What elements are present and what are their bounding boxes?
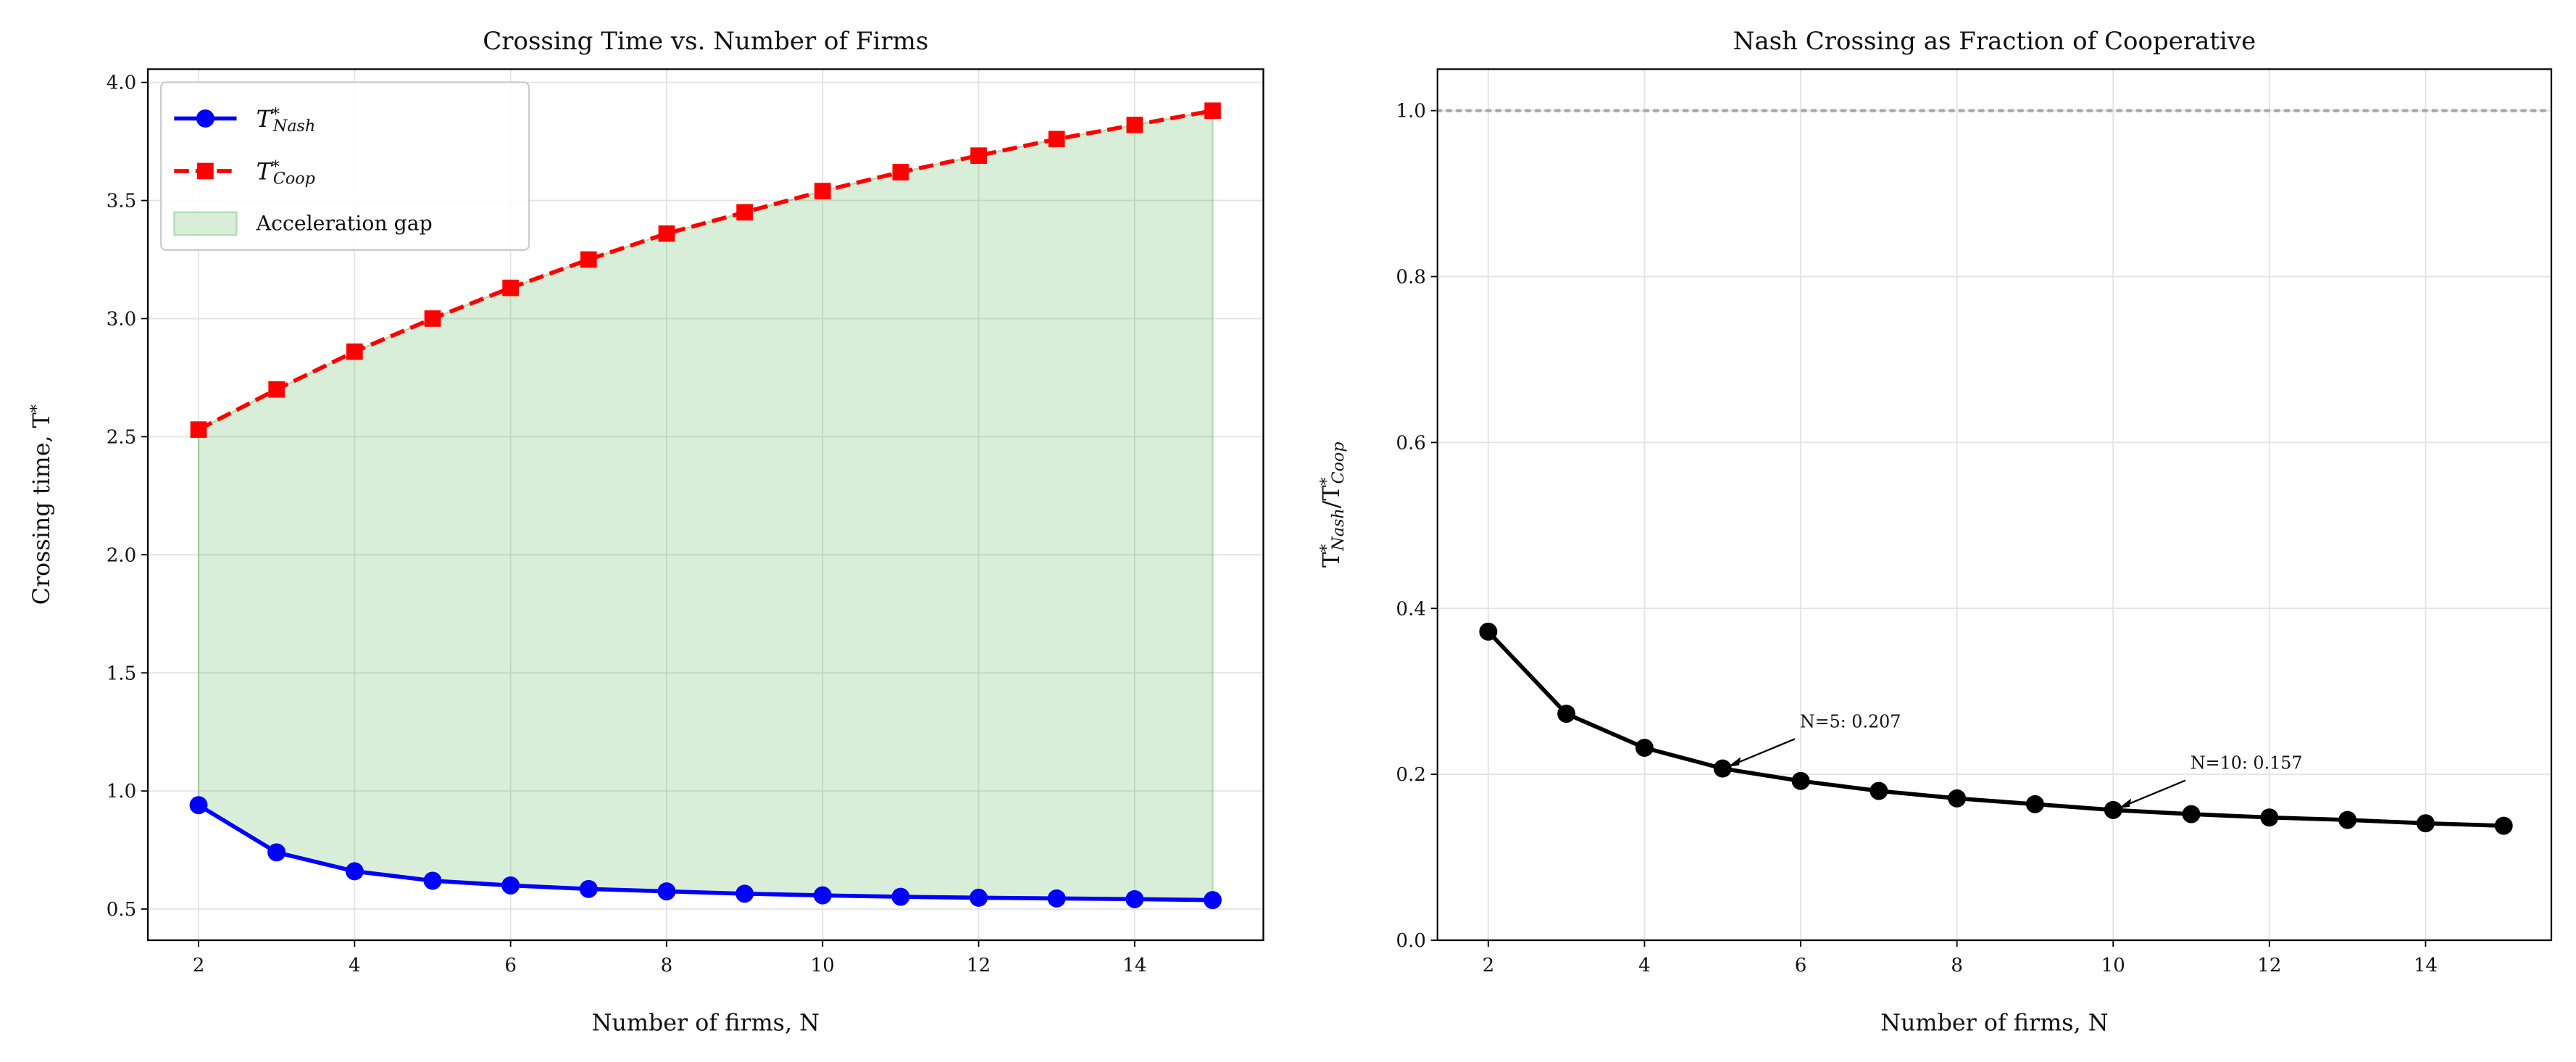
y-tick-label: 3.5 <box>107 191 136 212</box>
marker <box>658 225 675 242</box>
y-tick-label: 0.8 <box>1396 267 1425 289</box>
marker <box>1126 116 1143 133</box>
legend-box <box>160 81 530 251</box>
marker <box>2260 808 2279 827</box>
marker <box>892 164 909 181</box>
y-tick-label: 2.0 <box>107 544 136 566</box>
marker <box>1635 739 1654 758</box>
x-tick-label: 2 <box>193 955 205 976</box>
marker <box>1870 781 1888 800</box>
x-tick-label: 12 <box>967 955 991 976</box>
marker <box>1713 759 1732 778</box>
marker <box>1125 889 1144 908</box>
marker <box>2025 795 2044 813</box>
marker <box>189 796 208 815</box>
marker <box>1047 889 1066 908</box>
arrow-head <box>2118 798 2132 809</box>
y-tick-label: 3.0 <box>107 309 136 331</box>
marker <box>424 310 441 327</box>
marker <box>2104 800 2122 819</box>
x-axis-label: Number of firms, N <box>1880 1011 2108 1037</box>
marker <box>1557 705 1576 723</box>
y-tick-label: 4.0 <box>107 72 136 94</box>
chart-title: Crossing Time vs. Number of Firms <box>483 27 928 56</box>
x-tick-label: 10 <box>811 955 835 976</box>
marker <box>891 887 910 906</box>
x-tick-label: 8 <box>1951 955 1963 976</box>
y-tick-label: 1.5 <box>107 663 136 684</box>
legend-marker <box>196 109 214 128</box>
legend-label: T* Coop <box>257 157 315 187</box>
series-line <box>197 108 1214 432</box>
annotation: N=10: 0.157 <box>2191 753 2303 773</box>
y-tick-label: 0.4 <box>1396 598 1425 620</box>
x-tick-label: 12 <box>2257 955 2281 976</box>
marker <box>1948 789 1967 808</box>
x-tick-label: 14 <box>1122 955 1146 976</box>
marker <box>345 862 364 881</box>
series-line <box>197 803 1213 903</box>
x-tick-label: 8 <box>661 955 673 976</box>
y-tick-label: 0.6 <box>1396 432 1425 454</box>
marker <box>970 147 987 164</box>
y-tick-label: 2.5 <box>107 426 136 448</box>
x-tick-label: 6 <box>1795 955 1807 976</box>
chart-title: Nash Crossing as Fraction of Cooperative <box>1733 27 2256 56</box>
y-tick-label: 1.0 <box>107 781 136 802</box>
plot-frame <box>146 68 1264 942</box>
legend: T* Nash T* Coop Acceleration gap <box>160 81 530 251</box>
marker <box>580 251 597 268</box>
x-tick-label: 10 <box>2101 955 2125 976</box>
y-axis-label: T*Nash/T*Coop <box>1317 442 1347 568</box>
y-axis-label: Crossing time, T* <box>28 405 55 605</box>
y-tick-label: 0.5 <box>107 899 136 921</box>
marker <box>1204 891 1222 910</box>
marker <box>190 421 207 438</box>
marker <box>735 884 754 903</box>
marker <box>2182 805 2201 824</box>
marker <box>813 886 832 905</box>
marker <box>502 279 519 296</box>
x-tick-label: 4 <box>1638 955 1651 976</box>
marker <box>814 183 831 199</box>
legend-swatch <box>173 211 238 236</box>
y-tick-label: 0.2 <box>1396 764 1425 786</box>
x-axis-label: Number of firms, N <box>592 1011 820 1037</box>
marker <box>1479 622 1498 641</box>
marker <box>579 879 598 898</box>
annotation: N=5: 0.207 <box>1800 711 1901 731</box>
x-tick-label: 4 <box>349 955 361 976</box>
marker <box>2416 814 2435 833</box>
marker <box>1204 102 1221 120</box>
y-tick-label: 0.0 <box>1396 930 1425 952</box>
marker <box>970 888 988 907</box>
x-tick-label: 6 <box>504 955 517 976</box>
marker <box>2494 816 2513 835</box>
marker <box>268 381 285 398</box>
legend-label: Acceleration gap <box>256 212 433 236</box>
legend-label: T* Nash <box>257 105 316 135</box>
marker <box>2338 810 2357 829</box>
x-tick-label: 2 <box>1483 955 1495 976</box>
marker <box>501 876 520 895</box>
marker <box>657 882 676 901</box>
legend-marker <box>197 162 214 180</box>
marker <box>736 204 753 221</box>
x-tick-label: 14 <box>2414 955 2438 976</box>
marker <box>346 343 363 360</box>
marker <box>1791 771 1810 790</box>
plot-frame <box>1436 68 2553 942</box>
marker <box>1048 130 1065 148</box>
marker <box>267 843 286 862</box>
series-line <box>1486 630 2504 828</box>
y-tick-label: 1.0 <box>1396 101 1425 123</box>
marker <box>423 871 442 890</box>
